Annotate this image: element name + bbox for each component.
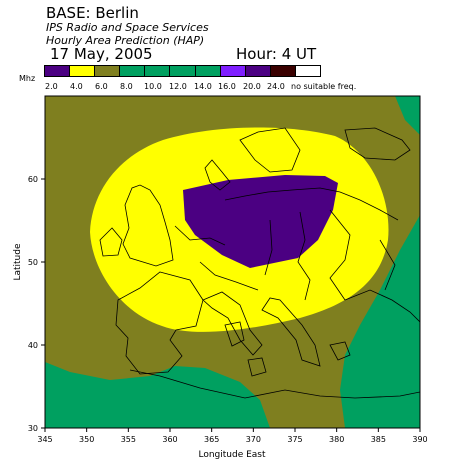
frequency-legend-border xyxy=(44,65,321,77)
y-axis-ticks: 30 40 50 60 xyxy=(28,175,45,433)
x-tick-label: 365 xyxy=(204,435,219,444)
legend-label: 6.0 xyxy=(95,82,108,91)
y-axis-label: Latitude xyxy=(13,243,23,281)
legend-label: 8.0 xyxy=(120,82,133,91)
region-edge-southwest xyxy=(45,362,270,428)
date-label: 17 May, 2005 xyxy=(50,45,153,63)
x-tick-label: 360 xyxy=(162,435,177,444)
frequency-legend xyxy=(45,66,321,76)
legend-label: 16.0 xyxy=(218,82,236,91)
x-tick-label: 385 xyxy=(371,435,386,444)
organization-label: IPS Radio and Space Services xyxy=(46,21,209,34)
legend-label: 2.0 xyxy=(45,82,58,91)
x-tick-label: 345 xyxy=(37,435,52,444)
legend-swatch xyxy=(195,66,221,76)
legend-label: 20.0 xyxy=(243,82,261,91)
base-title: BASE: Berlin xyxy=(46,4,139,22)
y-tick-label: 30 xyxy=(28,424,38,433)
legend-label: 14.0 xyxy=(194,82,212,91)
region-inner xyxy=(183,175,338,268)
legend-label: 24.0 xyxy=(267,82,285,91)
legend-swatch xyxy=(70,66,96,76)
x-axis-label: Longitude East xyxy=(198,450,266,460)
legend-swatch xyxy=(245,66,271,76)
legend-swatch xyxy=(145,66,171,76)
y-tick-label: 60 xyxy=(28,175,38,184)
x-tick-label: 375 xyxy=(287,435,302,444)
x-tick-label: 355 xyxy=(121,435,136,444)
x-tick-label: 350 xyxy=(79,435,94,444)
legend-swatch xyxy=(95,66,121,76)
product-label: Hourly Area Prediction (HAP) xyxy=(46,34,205,47)
legend-labels: 2.0 4.0 6.0 8.0 10.0 12.0 14.0 16.0 20.0 24.0 no s… xyxy=(45,82,462,94)
legend-label: 10.0 xyxy=(144,82,162,91)
legend-swatch xyxy=(45,66,71,76)
legend-swatch xyxy=(270,66,296,76)
legend-swatch xyxy=(120,66,146,76)
x-tick-label: 370 xyxy=(246,435,261,444)
legend-label: 12.0 xyxy=(169,82,187,91)
y-tick-label: 40 xyxy=(28,341,38,350)
x-axis-ticks: 345 350 355 360 365 370 375 380 385 390 xyxy=(37,428,428,444)
legend-swatch xyxy=(295,66,321,76)
region-edge-east xyxy=(340,215,420,428)
legend-label: no suitable freq. xyxy=(291,82,357,91)
x-tick-label: 390 xyxy=(412,435,427,444)
x-tick-label: 380 xyxy=(329,435,344,444)
hour-label: Hour: 4 UT xyxy=(236,45,317,63)
coastlines xyxy=(99,127,420,399)
legend-swatch xyxy=(220,66,246,76)
legend-swatch xyxy=(170,66,196,76)
legend-label: 4.0 xyxy=(70,82,83,91)
y-tick-label: 50 xyxy=(28,258,38,267)
region-edge-northeast xyxy=(395,96,420,135)
legend-unit: Mhz xyxy=(19,74,36,83)
